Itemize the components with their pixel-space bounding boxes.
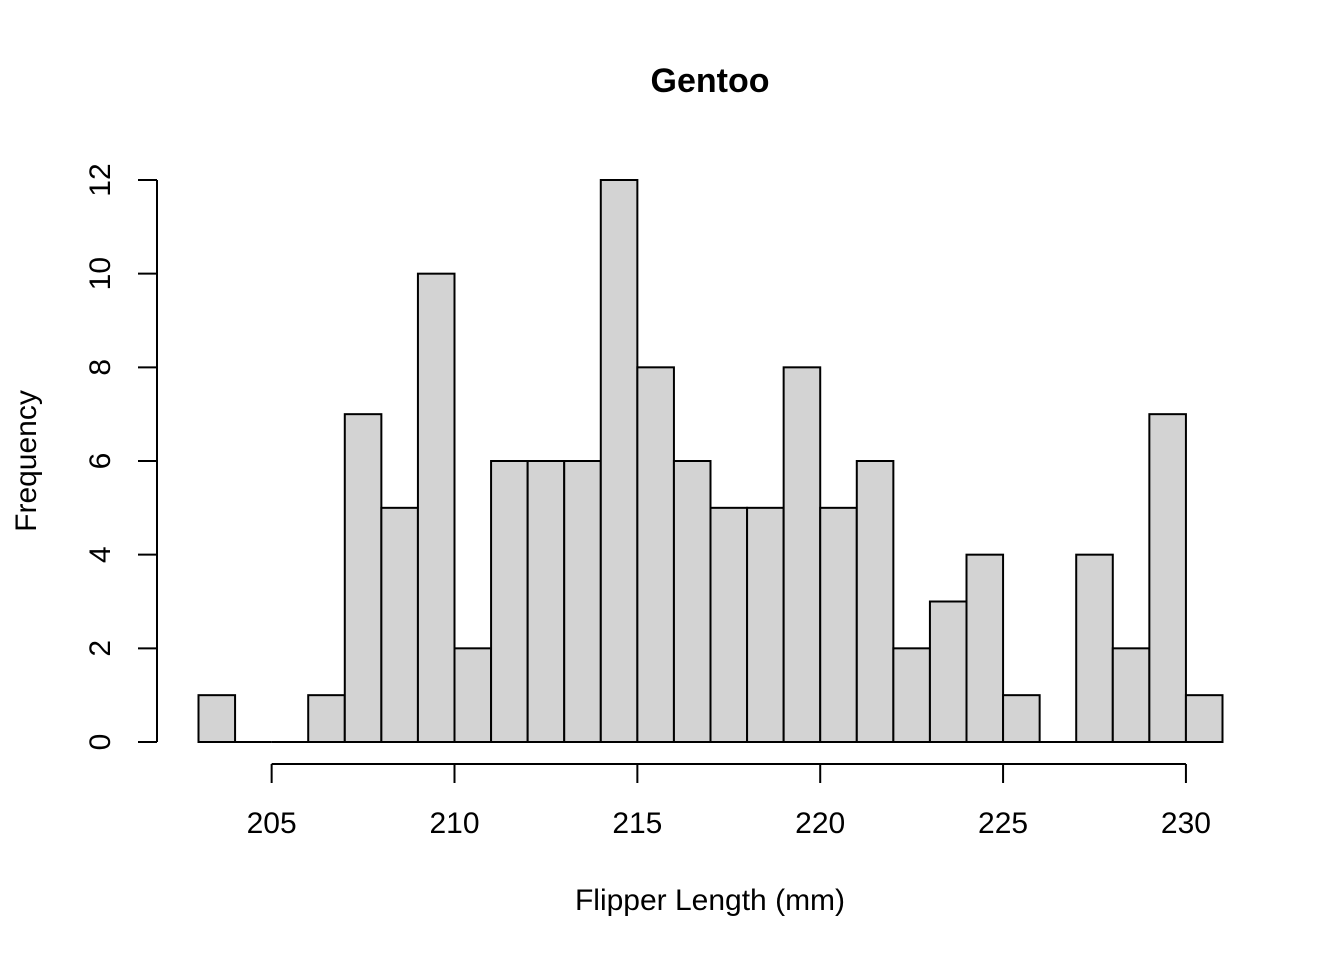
histogram-bar	[672, 460, 712, 743]
histogram-bar	[1002, 694, 1041, 744]
y-tick-label: 2	[84, 640, 117, 657]
histogram-bar	[1184, 694, 1224, 744]
histogram-bar	[416, 272, 456, 743]
histogram-bar	[453, 647, 493, 743]
histogram-bar	[307, 694, 346, 744]
x-tick-label: 220	[795, 807, 845, 840]
x-tick-label: 215	[612, 807, 662, 840]
histogram-bar	[343, 413, 383, 743]
histogram-bar	[819, 506, 858, 744]
histogram-bar	[709, 506, 749, 744]
x-tick-label: 225	[978, 807, 1028, 840]
histogram-bar	[563, 460, 602, 743]
x-tick-label: 230	[1161, 807, 1211, 840]
histogram-bar	[1111, 647, 1151, 743]
histogram-bar	[490, 460, 529, 743]
histogram-bar	[965, 553, 1005, 744]
y-tick-label: 12	[84, 163, 117, 196]
histogram-bar	[892, 647, 931, 743]
histogram-bar	[746, 506, 785, 744]
histogram-bar	[782, 366, 822, 743]
histogram-bar	[380, 506, 419, 744]
histogram-bar	[526, 460, 566, 743]
bars-group	[197, 179, 1224, 744]
y-tick-label: 10	[84, 257, 117, 290]
y-tick-label: 8	[84, 359, 117, 376]
x-tick-label: 210	[429, 807, 479, 840]
histogram-bar	[928, 600, 968, 743]
x-axis-label: Flipper Length (mm)	[575, 884, 845, 917]
histogram-bar	[636, 366, 675, 743]
y-tick-label: 4	[84, 546, 117, 563]
y-tick-label: 6	[84, 453, 117, 470]
x-tick-label: 205	[247, 807, 297, 840]
chart-title: Gentoo	[651, 62, 770, 100]
y-axis: 0 2 4 6 8 10 12	[84, 163, 158, 751]
y-tick-label: 0	[84, 734, 117, 751]
histogram-bar	[599, 179, 639, 743]
y-axis-label: Frequency	[10, 390, 43, 532]
histogram-bar	[197, 694, 237, 744]
histogram-bar	[855, 460, 895, 743]
histogram-bar	[1148, 413, 1187, 743]
x-axis: 205 210 215 220 225 230	[247, 763, 1211, 840]
histogram-bar	[1075, 553, 1114, 744]
